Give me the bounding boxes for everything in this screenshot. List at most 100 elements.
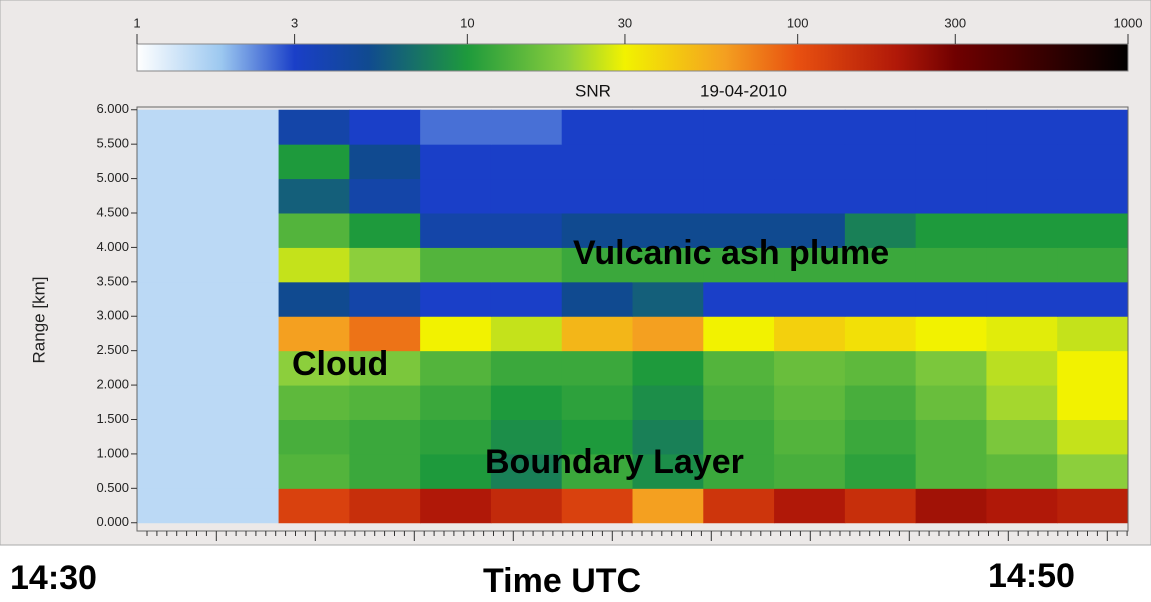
heatmap-cell (986, 419, 1058, 455)
colorbar-tick-label: 10 (460, 15, 474, 30)
heatmap-cell (278, 453, 350, 489)
heatmap-cell (490, 350, 563, 386)
heatmap-cell (844, 109, 917, 145)
heatmap-cell (278, 144, 350, 180)
x-axis-label: Time UTC (483, 562, 641, 597)
y-tick-label: 5.000 (96, 170, 129, 185)
heatmap-cell (915, 385, 987, 420)
heatmap-cell (1057, 488, 1129, 524)
heatmap-cell (986, 213, 1058, 248)
heatmap-cell (349, 385, 421, 420)
colorbar-tick-label: 300 (944, 15, 966, 30)
heatmap-cell (915, 144, 987, 180)
heatmap-cell (420, 350, 492, 386)
colorbar (136, 43, 1129, 72)
heatmap-cell (278, 419, 350, 455)
heatmap-cell (703, 247, 775, 283)
heatmap-cell (207, 419, 280, 455)
heatmap-cell (986, 316, 1058, 352)
heatmap-cell (137, 281, 209, 317)
heatmap-cell (561, 453, 633, 489)
chart-subtitle: 19-04-2010 (700, 81, 787, 100)
heatmap-cell (844, 350, 917, 386)
heatmap-cell (774, 488, 846, 524)
heatmap-cell (844, 144, 917, 180)
heatmap-cell (986, 488, 1058, 524)
heatmap-cell (774, 213, 846, 248)
heatmap-cell (774, 144, 846, 180)
heatmap-cell (420, 213, 492, 248)
heatmap-cell (632, 213, 704, 248)
heatmap-cell (703, 281, 775, 317)
heatmap-cell (207, 144, 280, 180)
heatmap-cell (207, 350, 280, 386)
heatmap-cell (278, 213, 350, 248)
heatmap-cell (207, 281, 280, 317)
heatmap-cell (844, 247, 917, 283)
heatmap-cell (349, 316, 421, 352)
heatmap-cell (349, 488, 421, 524)
heatmap-cell (703, 316, 775, 352)
heatmap-cell (703, 453, 775, 489)
heatmap-cell (278, 350, 350, 386)
heatmap-cell (632, 350, 704, 386)
y-tick-label: 1.000 (96, 445, 129, 460)
heatmap-cell (915, 247, 987, 283)
heatmap-cell (207, 213, 280, 248)
heatmap-cell (420, 488, 492, 524)
heatmap-cell (137, 213, 209, 248)
heatmap-cell (774, 178, 846, 214)
heatmap-cell (844, 488, 917, 524)
heatmap-cell (1057, 453, 1129, 489)
heatmap-cell (774, 316, 846, 352)
y-tick-label: 6.000 (96, 101, 129, 116)
heatmap-cell (703, 488, 775, 524)
heatmap-cell (349, 419, 421, 455)
heatmap-cell (774, 281, 846, 317)
heatmap-cell (632, 247, 704, 283)
heatmap-cell (207, 247, 280, 283)
heatmap-cell (561, 316, 633, 352)
heatmap-cell (490, 419, 563, 455)
heatmap-cell (420, 419, 492, 455)
heatmap-cell (349, 281, 421, 317)
heatmap-cell (1057, 247, 1129, 283)
heatmap-cell (420, 316, 492, 352)
heatmap-cell (632, 178, 704, 214)
heatmap-cell (349, 453, 421, 489)
colorbar-tick-label: 100 (787, 15, 809, 30)
heatmap-cell (207, 109, 280, 145)
heatmap-cell (137, 178, 209, 214)
heatmap-cell (561, 213, 633, 248)
heatmap-cell (1057, 281, 1129, 317)
y-tick-label: 0.000 (96, 514, 129, 529)
heatmap-cell (561, 109, 633, 145)
heatmap-cell (137, 488, 209, 524)
heatmap-cell (207, 488, 280, 524)
heatmap-cell (632, 109, 704, 145)
heatmap-cell (986, 453, 1058, 489)
heatmap-cell (915, 178, 987, 214)
heatmap-cell (420, 247, 492, 283)
heatmap-cell (349, 350, 421, 386)
heatmap-cell (1057, 144, 1129, 180)
heatmap-cell (632, 453, 704, 489)
heatmap-cell (137, 350, 209, 386)
heatmap-cell (915, 488, 987, 524)
heatmap-cell (774, 419, 846, 455)
heatmap-cell (490, 178, 563, 214)
heatmap-cell (278, 488, 350, 524)
heatmap-cell (1057, 213, 1129, 248)
colorbar-tick-label: 30 (618, 15, 632, 30)
heatmap-cell (278, 109, 350, 145)
heatmap-cell (561, 281, 633, 317)
colorbar-tick-label: 1 (133, 15, 140, 30)
heatmap-cell (349, 144, 421, 180)
heatmap-cell (844, 281, 917, 317)
heatmap-cell (207, 316, 280, 352)
heatmap-cell (420, 178, 492, 214)
heatmap-cell (137, 109, 209, 145)
heatmap-cell (207, 453, 280, 489)
heatmap-cell (349, 213, 421, 248)
